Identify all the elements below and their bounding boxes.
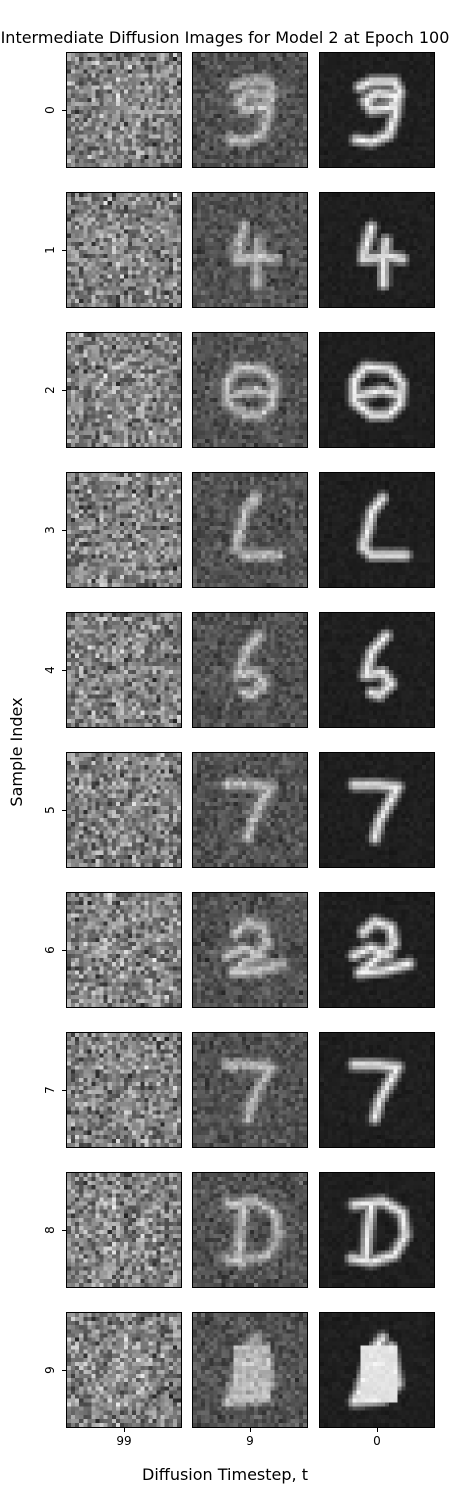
diffusion-image-panel bbox=[319, 1172, 435, 1288]
row-tick-mark bbox=[62, 250, 66, 251]
row-tick-label: 3 bbox=[43, 524, 57, 536]
row-tick-label: 7 bbox=[43, 1084, 57, 1096]
diffusion-image-panel bbox=[66, 1172, 182, 1288]
row-tick-mark bbox=[62, 110, 66, 111]
diffusion-image-panel bbox=[66, 332, 182, 448]
column-tick-label: 0 bbox=[357, 1434, 397, 1448]
row-tick-mark bbox=[62, 1370, 66, 1371]
diffusion-image-panel bbox=[66, 1032, 182, 1148]
row-tick-label: 1 bbox=[43, 244, 57, 256]
diffusion-image-panel bbox=[319, 892, 435, 1008]
diffusion-image-panel bbox=[319, 472, 435, 588]
x-axis-label: Diffusion Timestep, t bbox=[0, 1465, 450, 1485]
row-tick-label: 2 bbox=[43, 384, 57, 396]
diffusion-image-panel bbox=[66, 612, 182, 728]
column-tick-mark bbox=[377, 1428, 378, 1432]
diffusion-image-panel bbox=[319, 612, 435, 728]
row-tick-mark bbox=[62, 530, 66, 531]
diffusion-image-panel bbox=[319, 1312, 435, 1428]
column-tick-label: 99 bbox=[104, 1434, 144, 1448]
row-tick-label: 5 bbox=[43, 804, 57, 816]
row-tick-mark bbox=[62, 810, 66, 811]
column-tick-mark bbox=[124, 1428, 125, 1432]
diffusion-image-panel bbox=[319, 1032, 435, 1148]
diffusion-image-panel bbox=[192, 752, 308, 868]
row-tick-label: 8 bbox=[43, 1224, 57, 1236]
diffusion-image-panel bbox=[319, 752, 435, 868]
diffusion-image-panel bbox=[66, 1312, 182, 1428]
diffusion-image-panel bbox=[192, 892, 308, 1008]
column-tick-label: 9 bbox=[230, 1434, 270, 1448]
row-tick-mark bbox=[62, 390, 66, 391]
row-tick-mark bbox=[62, 950, 66, 951]
diffusion-image-panel bbox=[192, 192, 308, 308]
diffusion-image-panel bbox=[319, 52, 435, 168]
diffusion-image-panel bbox=[192, 1312, 308, 1428]
diffusion-image-panel bbox=[192, 1172, 308, 1288]
chart-title: Intermediate Diffusion Images for Model … bbox=[0, 27, 450, 49]
column-tick-mark bbox=[250, 1428, 251, 1432]
row-tick-label: 0 bbox=[43, 104, 57, 116]
row-tick-label: 9 bbox=[43, 1364, 57, 1376]
row-tick-mark bbox=[62, 1090, 66, 1091]
diffusion-image-panel bbox=[192, 332, 308, 448]
diffusion-image-panel bbox=[66, 752, 182, 868]
diffusion-image-panel bbox=[192, 52, 308, 168]
row-tick-mark bbox=[62, 1230, 66, 1231]
diffusion-image-panel bbox=[192, 472, 308, 588]
diffusion-image-panel bbox=[66, 892, 182, 1008]
diffusion-image-panel bbox=[66, 52, 182, 168]
row-tick-mark bbox=[62, 670, 66, 671]
row-tick-label: 4 bbox=[43, 664, 57, 676]
diffusion-image-panel bbox=[66, 192, 182, 308]
row-tick-label: 6 bbox=[43, 944, 57, 956]
diffusion-image-panel bbox=[319, 192, 435, 308]
diffusion-image-panel bbox=[192, 1032, 308, 1148]
diffusion-image-panel bbox=[192, 612, 308, 728]
diffusion-image-panel bbox=[66, 472, 182, 588]
diffusion-image-panel bbox=[319, 332, 435, 448]
